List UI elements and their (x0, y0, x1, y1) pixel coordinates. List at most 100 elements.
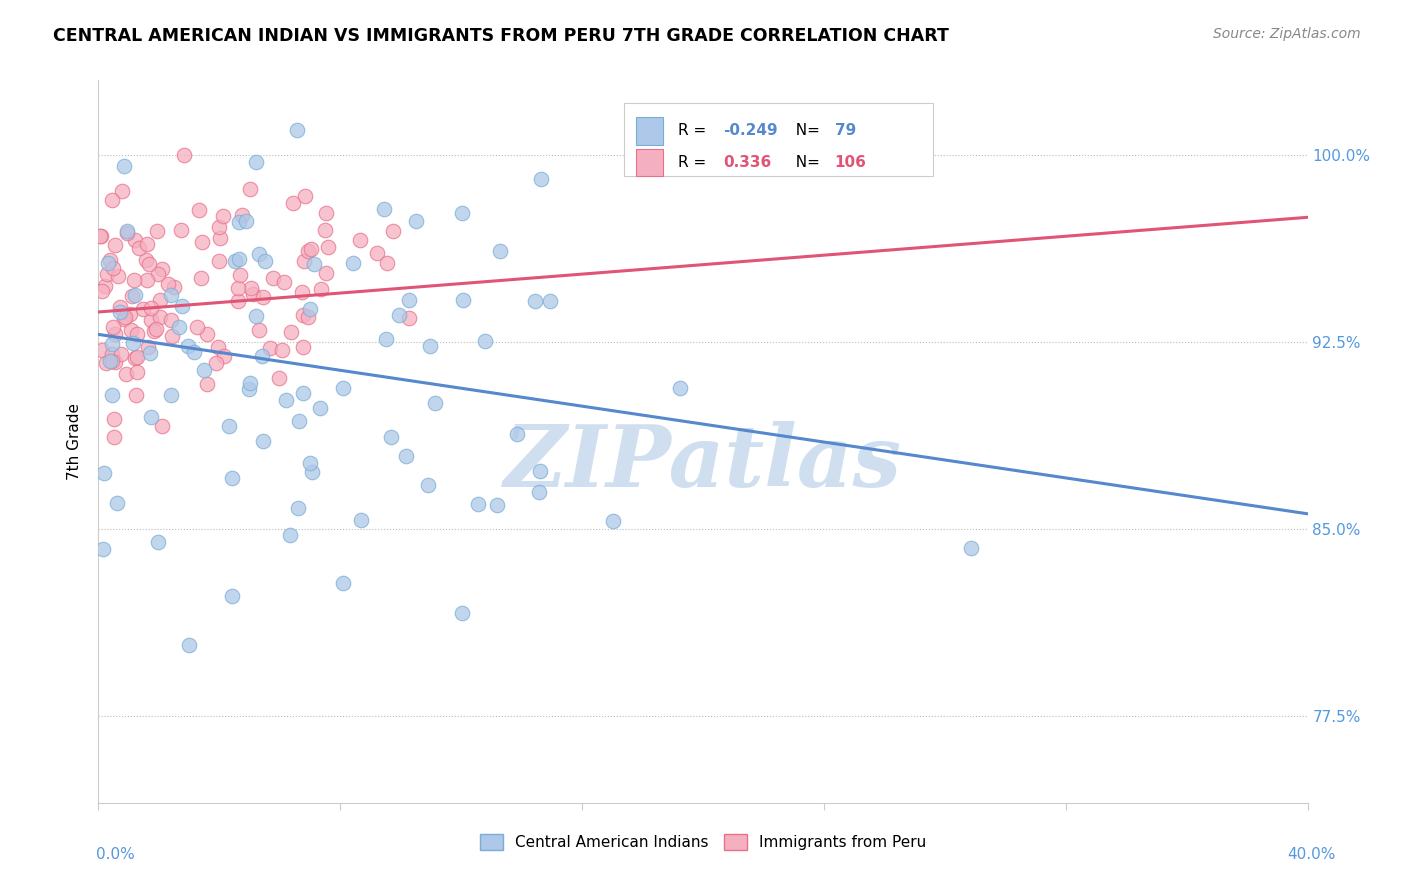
Point (253, 254, 276, 268)
Point (104, 355, 127, 369)
Point (100, 347, 122, 361)
Point (146, 224, 169, 238)
Point (114, 310, 136, 325)
Point (332, 576, 354, 591)
Point (207, 253, 229, 268)
Text: 40.0%: 40.0% (1288, 847, 1336, 862)
Point (101, 337, 124, 351)
Point (135, 237, 157, 252)
Point (163, 280, 186, 294)
Point (132, 301, 155, 316)
Text: -0.249: -0.249 (724, 123, 778, 138)
Point (524, 294, 547, 309)
Point (141, 313, 163, 327)
Point (96, 267, 118, 281)
Point (263, 270, 285, 285)
Text: Source: ZipAtlas.com: Source: ZipAtlas.com (1213, 27, 1361, 41)
Point (291, 340, 314, 354)
Point (104, 326, 127, 341)
Point (160, 388, 183, 402)
Point (488, 244, 510, 258)
Point (311, 282, 333, 296)
Point (224, 254, 246, 268)
Point (297, 310, 319, 324)
Point (387, 308, 409, 322)
Point (375, 332, 398, 346)
Point (342, 256, 364, 270)
Point (287, 501, 309, 516)
Text: N=: N= (786, 123, 825, 138)
Point (112, 159, 135, 173)
Point (136, 273, 159, 287)
Point (527, 485, 550, 500)
Point (221, 589, 243, 603)
Point (395, 449, 418, 463)
Point (538, 293, 561, 308)
Point (195, 376, 218, 391)
Point (239, 181, 262, 195)
Point (136, 340, 159, 354)
Point (108, 300, 131, 314)
Point (172, 300, 194, 314)
Text: R =: R = (678, 155, 716, 170)
Point (127, 365, 149, 379)
Point (271, 343, 294, 358)
Point (239, 376, 262, 391)
Point (159, 288, 181, 302)
Point (207, 340, 229, 354)
Point (98, 252, 121, 267)
Point (315, 266, 337, 280)
Point (218, 418, 240, 433)
Point (250, 350, 273, 364)
Point (110, 305, 132, 319)
Bar (637, 149, 664, 177)
Point (294, 189, 316, 203)
Point (297, 244, 319, 258)
Point (170, 223, 193, 237)
Point (309, 401, 332, 415)
Point (332, 381, 354, 395)
Point (366, 245, 388, 260)
Point (212, 209, 235, 223)
Point (238, 382, 260, 396)
Point (228, 252, 250, 267)
Point (98, 354, 121, 368)
Point (239, 281, 262, 295)
Text: 106: 106 (835, 155, 866, 170)
Point (405, 214, 427, 228)
Point (139, 410, 162, 425)
Point (316, 240, 339, 254)
Point (208, 220, 231, 235)
Point (89, 228, 111, 243)
Point (242, 286, 264, 301)
Point (115, 367, 138, 381)
Point (125, 351, 148, 365)
Point (273, 275, 295, 289)
Point (486, 498, 509, 512)
Point (228, 293, 250, 308)
Text: ZIPatlas: ZIPatlas (503, 421, 903, 505)
Point (474, 334, 496, 348)
Bar (624, 103, 932, 176)
Point (292, 309, 315, 323)
Point (314, 222, 336, 236)
Point (276, 393, 298, 408)
Point (145, 322, 167, 336)
Point (112, 311, 135, 326)
Point (506, 426, 529, 441)
Point (139, 346, 162, 360)
Point (252, 434, 274, 449)
Point (97, 256, 120, 270)
Point (138, 257, 160, 271)
Point (375, 256, 398, 270)
Point (179, 638, 201, 652)
Point (101, 354, 124, 368)
Text: R =: R = (678, 123, 710, 138)
Text: N=: N= (786, 155, 825, 170)
Point (94, 278, 117, 293)
Point (103, 430, 125, 444)
Text: 0.0%: 0.0% (96, 847, 135, 862)
Point (451, 293, 474, 308)
Point (125, 388, 148, 402)
Point (156, 277, 179, 292)
